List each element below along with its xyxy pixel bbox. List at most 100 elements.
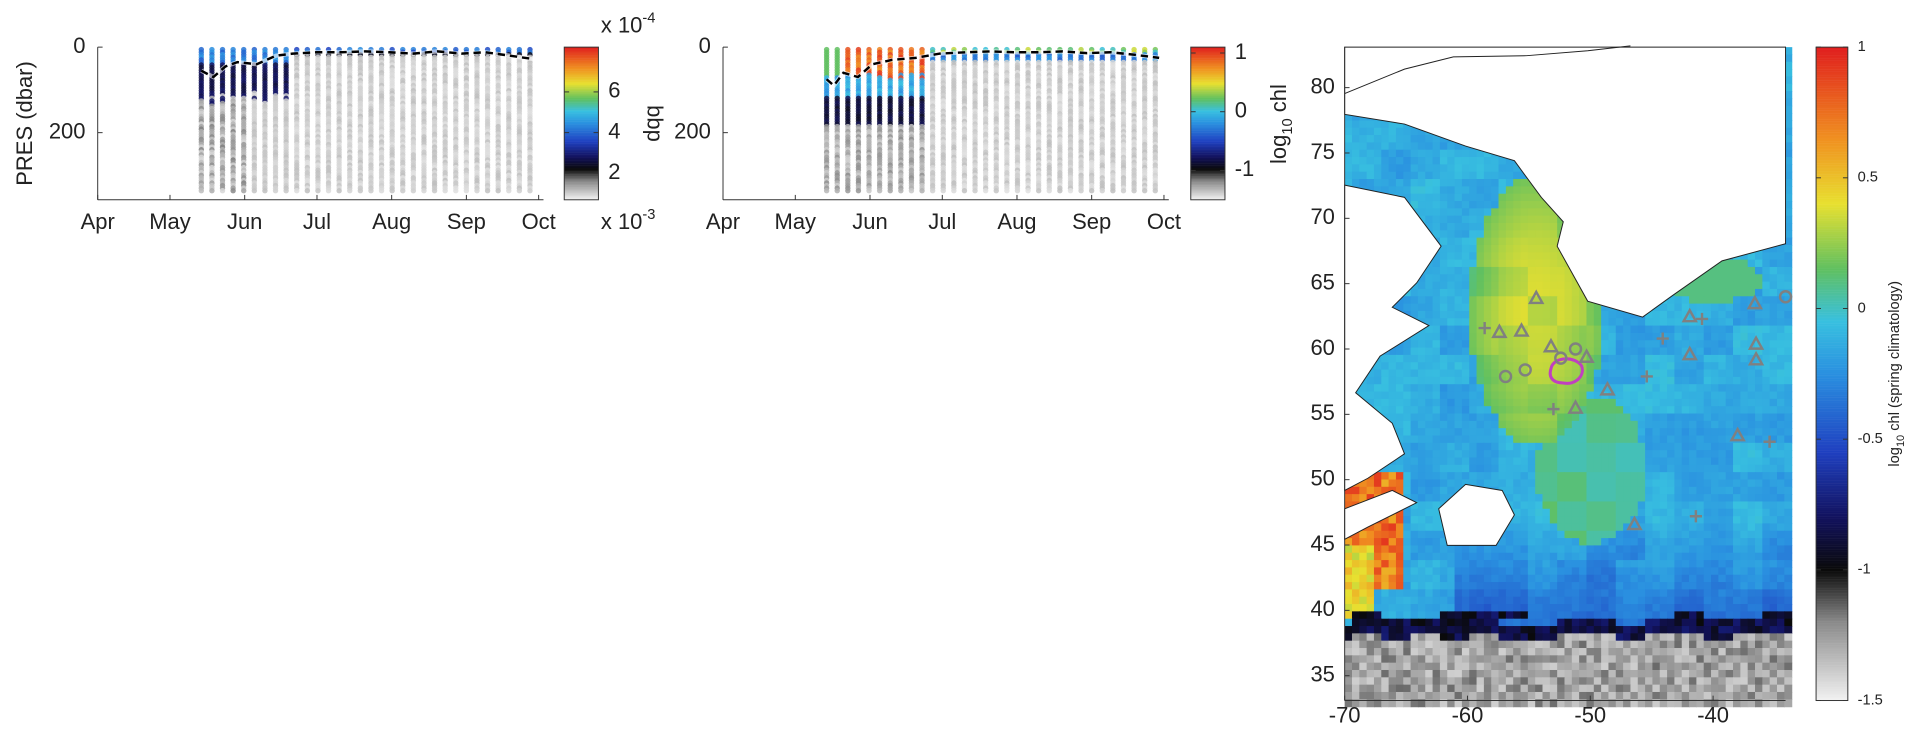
profile-sample xyxy=(876,188,883,194)
field-cell xyxy=(1381,142,1390,151)
profile-samples xyxy=(823,46,1158,194)
field-cell xyxy=(1447,164,1456,173)
field-cell xyxy=(1403,127,1412,136)
field-cell xyxy=(1359,157,1368,165)
field-cell xyxy=(1351,164,1360,173)
colorbar-tick-label: -1 xyxy=(1235,156,1255,181)
field-cell xyxy=(1351,171,1360,180)
profile-sample xyxy=(1110,188,1116,194)
profile-sample xyxy=(389,188,395,194)
field-cell xyxy=(1439,142,1448,151)
profile-sample xyxy=(368,188,374,194)
profile-sample xyxy=(1099,188,1105,194)
profile-sample xyxy=(527,188,533,194)
field-cell xyxy=(1366,127,1375,136)
x-tick-label: Jun xyxy=(852,209,887,234)
field-cell xyxy=(1359,120,1368,129)
field-cell xyxy=(1388,142,1397,151)
colorbar-multiplier: x 10-4 xyxy=(601,11,656,38)
profile-sample xyxy=(823,188,830,194)
field-cell xyxy=(1425,171,1434,180)
profile-sample xyxy=(315,188,321,194)
field-cell xyxy=(1417,149,1426,158)
field-cell xyxy=(1344,127,1353,136)
field-cell xyxy=(1359,171,1368,180)
field-cell xyxy=(1454,164,1463,173)
field-cell xyxy=(1410,164,1419,173)
profile-sample xyxy=(325,188,332,194)
y-tick-label: 200 xyxy=(674,118,711,143)
colorbar-multiplier-part: x 10 xyxy=(601,209,643,234)
field-cell xyxy=(1351,120,1360,129)
profile-sample xyxy=(219,188,226,194)
field-cell xyxy=(1359,135,1368,144)
profile-sample xyxy=(940,188,946,194)
colorbar-tick-label: 1 xyxy=(1235,39,1247,64)
profile-sample xyxy=(1035,188,1042,194)
field-cell xyxy=(1461,157,1470,165)
profile-sample xyxy=(855,188,862,194)
field-cell xyxy=(1395,171,1404,180)
field-cell xyxy=(1344,142,1353,151)
field-cell xyxy=(1344,164,1353,173)
profile-sample xyxy=(484,188,491,194)
x-tick-label: Jul xyxy=(928,209,956,234)
y-axis-label: PRES (dbar) xyxy=(12,61,37,186)
field-cell xyxy=(1425,135,1434,144)
profile-sample xyxy=(961,188,968,194)
field-cell xyxy=(1469,171,1478,180)
profile-sample xyxy=(410,188,417,194)
field-cell xyxy=(1454,171,1463,180)
field-cell xyxy=(1469,149,1478,158)
profile-sample xyxy=(304,188,311,194)
field-cell xyxy=(1417,164,1426,173)
field-cell xyxy=(1344,135,1353,144)
field-cell xyxy=(1432,171,1441,180)
field-cell xyxy=(1395,142,1404,151)
field-cell xyxy=(1388,127,1397,136)
field-cell xyxy=(1359,142,1368,151)
profile-sample xyxy=(262,188,268,194)
field-cell xyxy=(1469,164,1478,173)
colorbar-multiplier: x 10-3 xyxy=(601,207,656,234)
field-cell xyxy=(1439,149,1448,158)
field-cell xyxy=(1439,171,1448,180)
field-cell xyxy=(1395,164,1404,173)
profile-sample xyxy=(378,188,385,194)
field-cell xyxy=(1491,171,1500,180)
profile-sample xyxy=(516,188,523,194)
profile-sample xyxy=(431,188,438,194)
field-cell xyxy=(1351,157,1360,165)
field-cell xyxy=(1439,157,1448,165)
profile-sample xyxy=(209,188,215,194)
x-tick-label: Jul xyxy=(303,209,331,234)
field-cell xyxy=(1373,157,1382,165)
field-cell xyxy=(1351,127,1360,136)
field-cell xyxy=(1417,157,1426,165)
field-cell xyxy=(1381,135,1390,144)
field-cell xyxy=(1483,171,1492,180)
field-cell xyxy=(1366,171,1375,180)
field-cell xyxy=(1505,164,1514,173)
field-cell xyxy=(1366,135,1375,144)
field-cell xyxy=(1439,164,1448,173)
field-cell xyxy=(1447,142,1456,151)
field-cell xyxy=(1476,171,1485,180)
field-cell xyxy=(1373,149,1382,158)
field-cell xyxy=(1373,164,1382,173)
x-tick-label: May xyxy=(149,209,191,234)
profile-sample xyxy=(908,188,915,194)
field-cell xyxy=(1403,157,1412,165)
field-cell xyxy=(1483,164,1492,173)
field-cell xyxy=(1417,171,1426,180)
field-cell xyxy=(1425,142,1434,151)
field-cell xyxy=(1410,135,1419,144)
profile-sample xyxy=(834,188,840,194)
profile-sample xyxy=(241,188,247,194)
x-tick-label: May xyxy=(775,209,817,234)
field-cell xyxy=(1410,149,1419,158)
field-cell xyxy=(1381,171,1390,180)
field-cell xyxy=(1461,164,1470,173)
field-cell xyxy=(1513,171,1522,180)
profile-sample xyxy=(1067,188,1074,194)
